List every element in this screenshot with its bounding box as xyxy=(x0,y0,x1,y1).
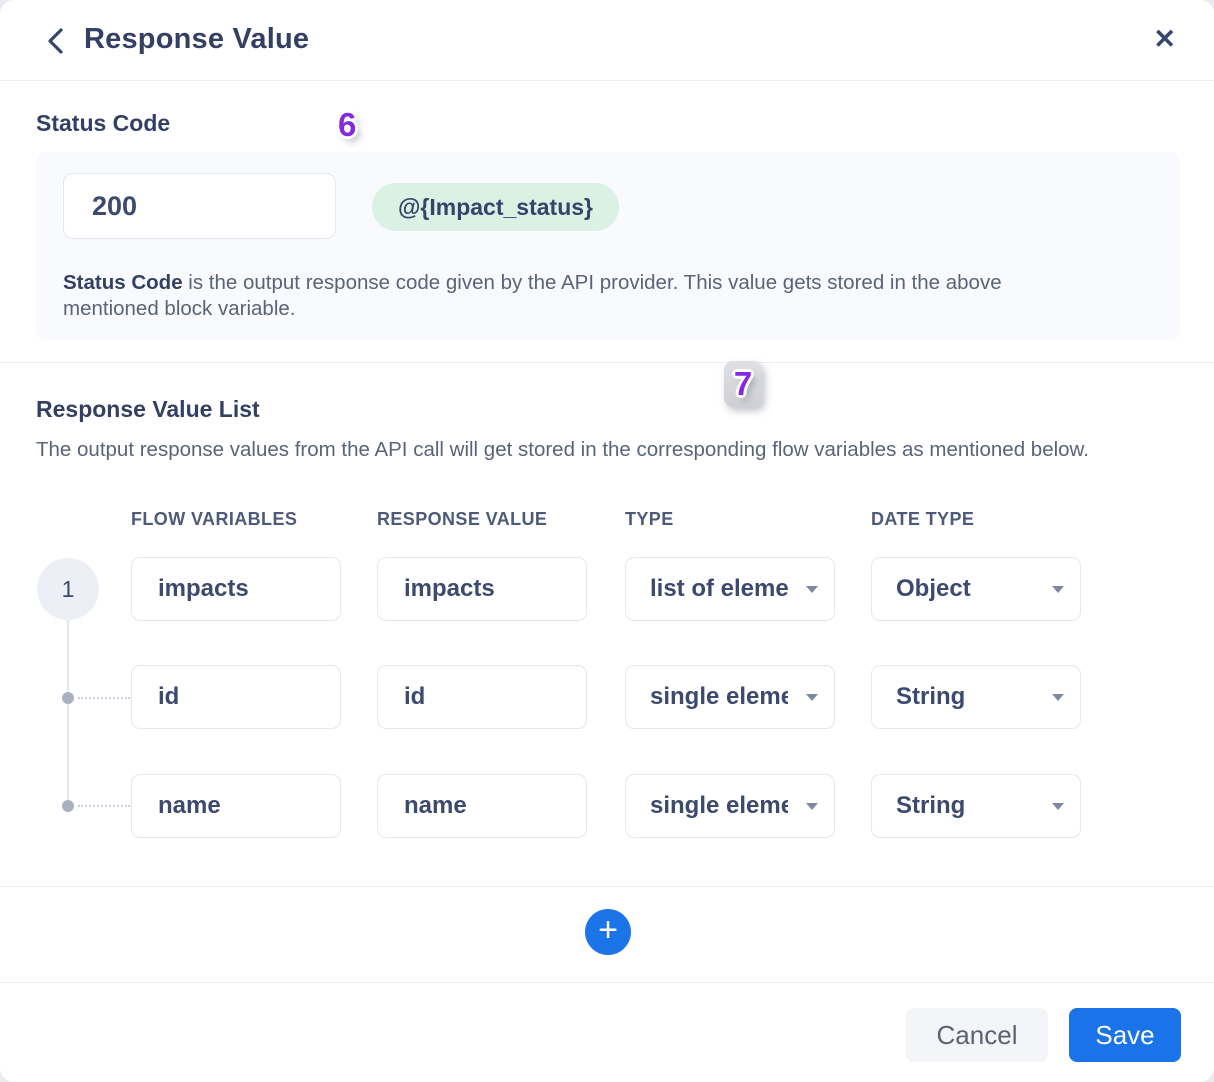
save-button[interactable]: Save xyxy=(1069,1008,1181,1062)
column-header-response-value: RESPONSE VALUE xyxy=(377,509,548,529)
chevron-down-icon xyxy=(1052,802,1064,810)
flow-variable-input[interactable] xyxy=(131,557,341,621)
close-icon[interactable]: ✕ xyxy=(1147,22,1182,57)
status-code-description: Status Code is the output response code … xyxy=(63,270,1063,322)
back-button[interactable] xyxy=(42,26,68,56)
page-title: Response Value xyxy=(84,23,310,55)
status-code-description-rest: is the output response code given by the… xyxy=(63,271,1002,321)
column-header-flow-variables: FLOW VARIABLES xyxy=(131,509,298,529)
status-variable-pill: @{Impact_status} xyxy=(372,183,619,231)
tree-connector-line xyxy=(67,620,69,807)
section-divider xyxy=(0,886,1214,887)
section-divider xyxy=(0,982,1214,983)
type-dropdown[interactable]: list of elements xyxy=(625,557,835,621)
response-value-list-subtitle: The output response values from the API … xyxy=(36,438,1089,461)
step-badge-6: 6 xyxy=(338,106,357,143)
tree-node-dot xyxy=(62,692,74,704)
status-code-input[interactable] xyxy=(63,173,336,239)
status-code-panel: @{Impact_status} Status Code is the outp… xyxy=(36,152,1180,340)
chevron-down-icon xyxy=(806,802,818,810)
column-header-type: TYPE xyxy=(625,509,674,529)
response-value-input[interactable] xyxy=(377,665,587,729)
back-chevron-icon xyxy=(48,28,63,54)
chevron-down-icon xyxy=(1052,693,1064,701)
plus-icon: + xyxy=(598,911,618,949)
response-value-input[interactable] xyxy=(377,557,587,621)
chevron-down-icon xyxy=(1052,585,1064,593)
response-value-list-title: Response Value List xyxy=(36,396,260,422)
status-code-label: Status Code xyxy=(36,110,171,136)
type-dropdown[interactable]: single element xyxy=(625,774,835,838)
cancel-button[interactable]: Cancel xyxy=(906,1008,1048,1062)
flow-variable-input[interactable] xyxy=(131,665,341,729)
date-type-dropdown[interactable]: String xyxy=(871,665,1081,729)
modal-header: Response Value ✕ xyxy=(0,0,1214,81)
status-code-description-bold: Status Code xyxy=(63,271,183,294)
tree-node-dot xyxy=(62,800,74,812)
flow-variable-input[interactable] xyxy=(131,774,341,838)
column-header-date-type: DATE TYPE xyxy=(871,509,975,529)
chevron-down-icon xyxy=(806,585,818,593)
add-row-button[interactable]: + xyxy=(585,909,631,955)
date-type-dropdown[interactable]: Object xyxy=(871,557,1081,621)
type-dropdown[interactable]: single element xyxy=(625,665,835,729)
row-index-badge: 1 xyxy=(37,558,99,620)
date-type-dropdown[interactable]: String xyxy=(871,774,1081,838)
tree-branch-line xyxy=(78,805,130,807)
chevron-down-icon xyxy=(806,693,818,701)
section-divider xyxy=(0,362,1214,363)
tree-branch-line xyxy=(78,697,130,699)
step-badge-7: 7 xyxy=(724,361,762,407)
response-value-input[interactable] xyxy=(377,774,587,838)
